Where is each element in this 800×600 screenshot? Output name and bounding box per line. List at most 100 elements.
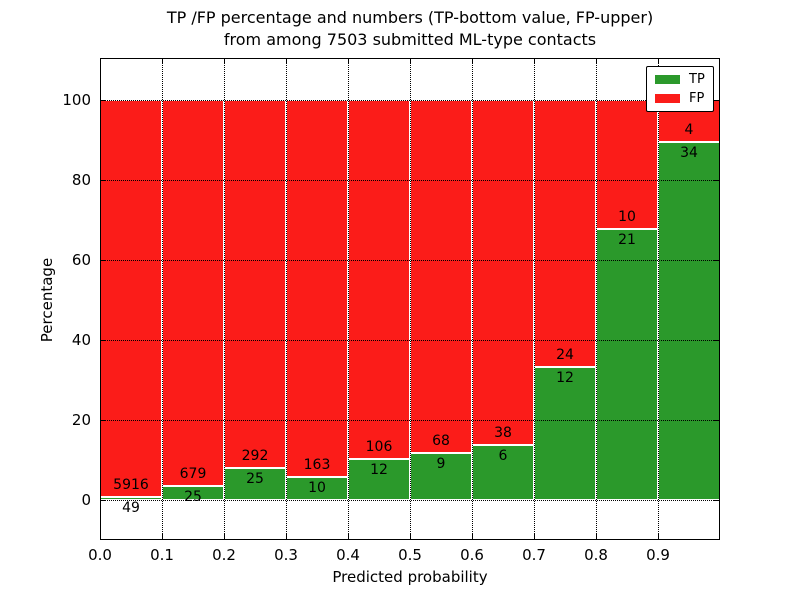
y-tick-label: 40: [71, 331, 91, 349]
x-tick-mark-bottom: [410, 534, 412, 540]
x-tick-mark-top: [162, 58, 164, 64]
y-tick-label: 100: [62, 91, 91, 109]
v-gridline: [658, 58, 659, 540]
x-tick-mark-bottom: [596, 534, 598, 540]
bar-segment-fp: [286, 100, 348, 477]
y-tick-mark-right: [714, 99, 720, 101]
legend-label-tp: TP: [689, 72, 705, 87]
tp-count-label: 12: [556, 369, 574, 386]
chart-title: TP /FP percentage and numbers (TP-bottom…: [100, 7, 720, 51]
v-gridline: [348, 58, 349, 540]
fp-count-label: 4: [684, 122, 694, 139]
x-tick-mark-top: [224, 58, 226, 64]
x-tick-mark-bottom: [348, 534, 350, 540]
chart-title-line2: from among 7503 submitted ML-type contac…: [223, 30, 597, 49]
x-tick-mark-bottom: [224, 534, 226, 540]
y-tick-mark-right: [714, 179, 720, 181]
legend-swatch-fp-icon: [655, 94, 680, 103]
x-tick-label: 0.2: [212, 546, 236, 564]
tp-count-label: 12: [370, 462, 388, 479]
bar-segment-fp: [410, 100, 472, 454]
tp-count-label: 10: [308, 479, 326, 496]
y-tick-label: 60: [71, 251, 91, 269]
tp-count-label: 6: [498, 448, 508, 465]
x-tick-label: 0.1: [150, 546, 174, 564]
x-tick-mark-top: [348, 58, 350, 64]
fp-count-label: 5916: [113, 476, 149, 493]
tp-count-label: 34: [680, 145, 698, 162]
v-gridline: [162, 58, 163, 540]
tp-count-label: 25: [246, 471, 264, 488]
y-tick-label: 80: [71, 171, 91, 189]
y-tick-label: 20: [71, 411, 91, 429]
x-tick-label: 0.0: [88, 546, 112, 564]
bar-segment-tp: [410, 453, 472, 500]
y-tick-mark-left: [100, 339, 106, 341]
bar-segment-fp: [348, 100, 410, 460]
fp-count-label: 24: [556, 346, 574, 363]
tp-count-label: 49: [122, 499, 140, 516]
fp-count-label: 106: [365, 439, 393, 456]
bar-segment-tp: [472, 445, 534, 500]
x-tick-mark-bottom: [286, 534, 288, 540]
x-tick-mark-top: [410, 58, 412, 64]
y-tick-mark-left: [100, 99, 106, 101]
x-tick-mark-top: [658, 58, 660, 64]
legend-swatch-tp-icon: [655, 75, 680, 84]
legend-entry-fp: FP: [655, 92, 705, 105]
bar-segment-tp: [658, 142, 720, 500]
tp-count-label: 21: [618, 232, 636, 249]
x-tick-mark-top: [534, 58, 536, 64]
x-tick-mark-bottom: [472, 534, 474, 540]
x-tick-label: 0.8: [584, 546, 608, 564]
x-tick-label: 0.7: [522, 546, 546, 564]
bar-segment-fp: [162, 100, 224, 486]
y-tick-mark-right: [714, 339, 720, 341]
plot-area: 5916 49 679 25 292 25 163 10 106 12 68 9 38 6 24 12 10 21…: [100, 58, 721, 540]
fp-count-label: 163: [303, 456, 331, 473]
legend-label-fp: FP: [689, 91, 705, 106]
x-tick-label: 0.9: [646, 546, 670, 564]
legend: TP FP: [646, 66, 714, 112]
y-tick-mark-left: [100, 259, 106, 261]
y-axis-label: Percentage: [38, 257, 56, 343]
y-tick-label: 0: [81, 491, 91, 509]
y-tick-mark-left: [100, 179, 106, 181]
y-tick-mark-right: [714, 499, 720, 501]
x-axis-label: Predicted probability: [332, 568, 488, 586]
legend-entry-tp: TP: [655, 73, 705, 86]
v-gridline: [410, 58, 411, 540]
x-tick-mark-bottom: [100, 534, 102, 540]
fp-count-label: 38: [494, 425, 512, 442]
x-tick-mark-top: [719, 58, 721, 64]
fp-count-label: 679: [179, 465, 207, 482]
tp-count-label: 9: [436, 456, 446, 473]
x-tick-mark-bottom: [658, 534, 660, 540]
x-tick-mark-bottom: [719, 534, 721, 540]
v-gridline: [224, 58, 225, 540]
v-gridline: [286, 58, 287, 540]
y-tick-mark-left: [100, 419, 106, 421]
x-tick-label: 0.3: [274, 546, 298, 564]
x-tick-label: 0.4: [336, 546, 360, 564]
x-tick-mark-top: [472, 58, 474, 64]
x-tick-label: 0.6: [460, 546, 484, 564]
x-tick-mark-bottom: [162, 534, 164, 540]
fp-count-label: 68: [432, 433, 450, 450]
y-tick-mark-right: [714, 259, 720, 261]
v-gridline: [534, 58, 535, 540]
x-tick-mark-top: [596, 58, 598, 64]
bar-segment-fp: [472, 100, 534, 446]
x-tick-label: 0.5: [398, 546, 422, 564]
x-tick-mark-top: [100, 58, 102, 64]
v-gridline: [596, 58, 597, 540]
x-tick-mark-top: [286, 58, 288, 64]
bar-segment-fp: [534, 100, 596, 367]
fp-count-label: 292: [241, 448, 269, 465]
v-gridline: [472, 58, 473, 540]
bar-segment-tp: [596, 229, 658, 500]
tp-count-label: 25: [184, 488, 202, 505]
bar-segment-fp: [224, 100, 286, 469]
bar-segment-fp: [100, 100, 162, 497]
